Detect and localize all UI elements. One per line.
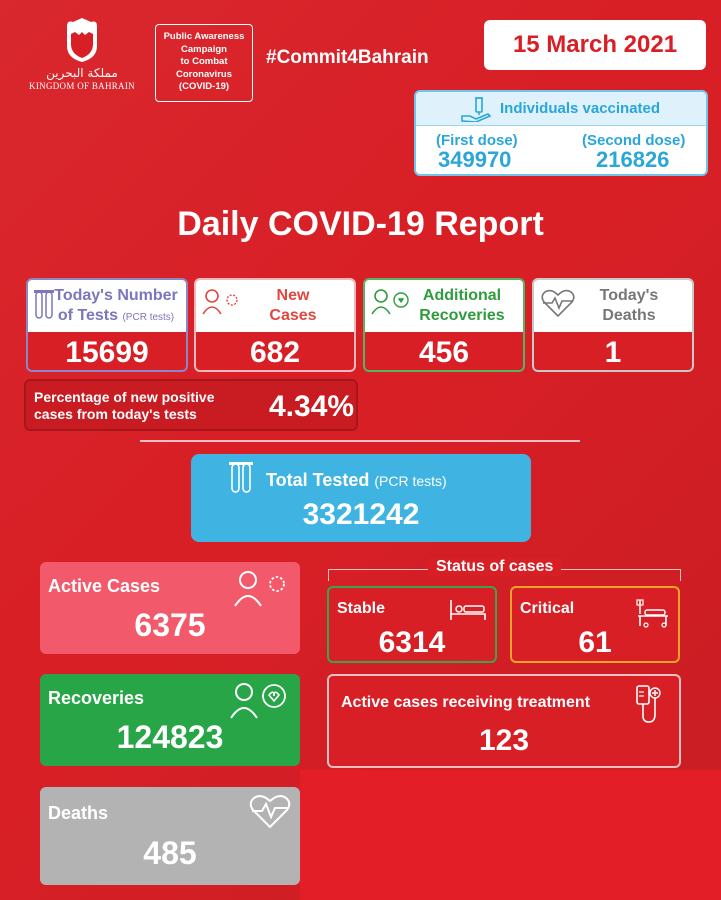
recoveries-card: Additional Recoveries 456 [363, 278, 525, 372]
total-deaths-label: Deaths [48, 803, 109, 823]
percentage-label: Percentage of new positive cases from to… [34, 389, 215, 423]
tests-label-note: (PCR tests) [122, 312, 175, 323]
total-tested-label-text: Total Tested [266, 470, 370, 490]
stable-value: 6314 [378, 626, 446, 659]
vaccine-hand-icon [461, 97, 492, 122]
critical-value: 61 [578, 626, 612, 659]
total-deaths-box: Deaths 485 [40, 787, 300, 885]
active-cases-box: Active Cases 6375 [40, 562, 300, 654]
tests-label-text: of Tests [57, 307, 119, 324]
person-virus-icon [202, 289, 238, 315]
deaths-label-line: Today's [599, 287, 659, 304]
stable-label: Stable [337, 600, 386, 617]
heartbeat-icon [541, 289, 575, 318]
vaccination-title: Individuals vaccinated [500, 100, 661, 117]
hashtag: #Commit4Bahrain [266, 47, 429, 68]
recoveries-label: Additional Recoveries [405, 286, 519, 326]
person-heart-icon [371, 289, 409, 315]
deaths-label-line: Deaths [602, 307, 656, 324]
kingdom-name-english: KINGDOM OF BAHRAIN [29, 81, 135, 91]
first-dose-value: 349970 [438, 147, 512, 172]
new-cases-label-line: Cases [269, 307, 317, 324]
percentage-label-line: Percentage of new positive [34, 389, 215, 405]
deaths-label: Today's Deaths [570, 286, 688, 326]
tests-label-line: Today's Number [54, 287, 178, 304]
total-tested-label: Total Tested (PCR tests) [266, 470, 447, 491]
tests-value: 15699 [65, 336, 149, 369]
bed-icon [450, 600, 486, 620]
report-title: Daily COVID-19 Report [177, 205, 544, 243]
iv-drip-icon [636, 685, 661, 723]
campaign-box: Public Awareness Campaign to Combat Coro… [155, 24, 253, 102]
percentage-value: 4.34% [269, 390, 355, 423]
total-recoveries-box: Recoveries 124823 [40, 674, 300, 766]
kingdom-logo: مملكة البحرين KINGDOM OF BAHRAIN [22, 16, 142, 108]
person-virus-icon [234, 571, 285, 607]
hospital-bed-icon [636, 599, 668, 628]
treatment-label: Active cases receiving treatment [341, 694, 591, 711]
lower-right-panel [300, 770, 721, 900]
report-date: 15 March 2021 [484, 20, 706, 70]
critical-box: Critical 61 [510, 586, 680, 663]
campaign-line: Public Awareness [163, 31, 245, 42]
campaign-line: to Combat [180, 56, 228, 67]
tests-card: Today's Number of Tests (PCR tests) 1569… [26, 278, 188, 372]
person-heart-icon [230, 683, 286, 719]
second-dose-value: 216826 [596, 147, 670, 172]
recoveries-card-header [365, 280, 523, 332]
campaign-line: Coronavirus [176, 68, 232, 80]
divider [140, 440, 580, 442]
vaccination-box: Individuals vaccinated (First dose) 3499… [414, 90, 708, 176]
test-tubes-icon [34, 290, 54, 319]
total-recoveries-value: 124823 [116, 719, 224, 755]
campaign-line: (COVID-19) [178, 81, 230, 92]
new-cases-label-line: New [276, 287, 310, 304]
tests-card-header [28, 280, 186, 332]
stable-box: Stable 6314 [327, 586, 497, 663]
recoveries-label-line: Recoveries [419, 307, 505, 324]
total-tested-box: Total Tested (PCR tests) 3321242 [191, 454, 531, 542]
active-cases-label: Active Cases [48, 576, 161, 596]
new-cases-card: New Cases 682 [194, 278, 356, 372]
active-cases-value: 6375 [134, 607, 206, 643]
new-cases-label: New Cases [236, 286, 350, 326]
tests-label-line: of Tests (PCR tests) [50, 306, 182, 328]
recoveries-label-line: Additional [422, 287, 502, 304]
total-tested-note: (PCR tests) [374, 473, 447, 489]
recoveries-value: 456 [418, 336, 470, 369]
deaths-value: 1 [604, 336, 622, 369]
critical-label: Critical [520, 600, 575, 617]
kingdom-name-arabic: مملكة البحرين [46, 66, 118, 80]
percentage-box: Percentage of new positive cases from to… [24, 379, 358, 431]
status-title: Status of cases [428, 558, 562, 576]
first-dose-label: (First dose) [436, 132, 518, 149]
total-tested-value: 3321242 [302, 498, 420, 531]
treatment-box: Active cases receiving treatment 123 [327, 674, 681, 768]
percentage-label-line: cases from today's tests [34, 406, 197, 422]
deaths-card: Today's Deaths 1 [532, 278, 694, 372]
new-cases-value: 682 [249, 336, 301, 369]
treatment-value: 123 [478, 724, 530, 757]
campaign-line: Campaign [181, 43, 227, 55]
coat-of-arms-icon [67, 18, 97, 62]
tests-card-label: Today's Number of Tests (PCR tests) [50, 286, 182, 328]
heartbeat-icon [249, 795, 291, 829]
total-recoveries-label: Recoveries [48, 688, 145, 708]
second-dose-label: (Second dose) [582, 132, 686, 149]
vaccination-header-bar [416, 92, 706, 126]
new-cases-card-header [196, 280, 354, 332]
test-tubes-icon [229, 462, 253, 493]
total-deaths-value: 485 [143, 835, 197, 871]
